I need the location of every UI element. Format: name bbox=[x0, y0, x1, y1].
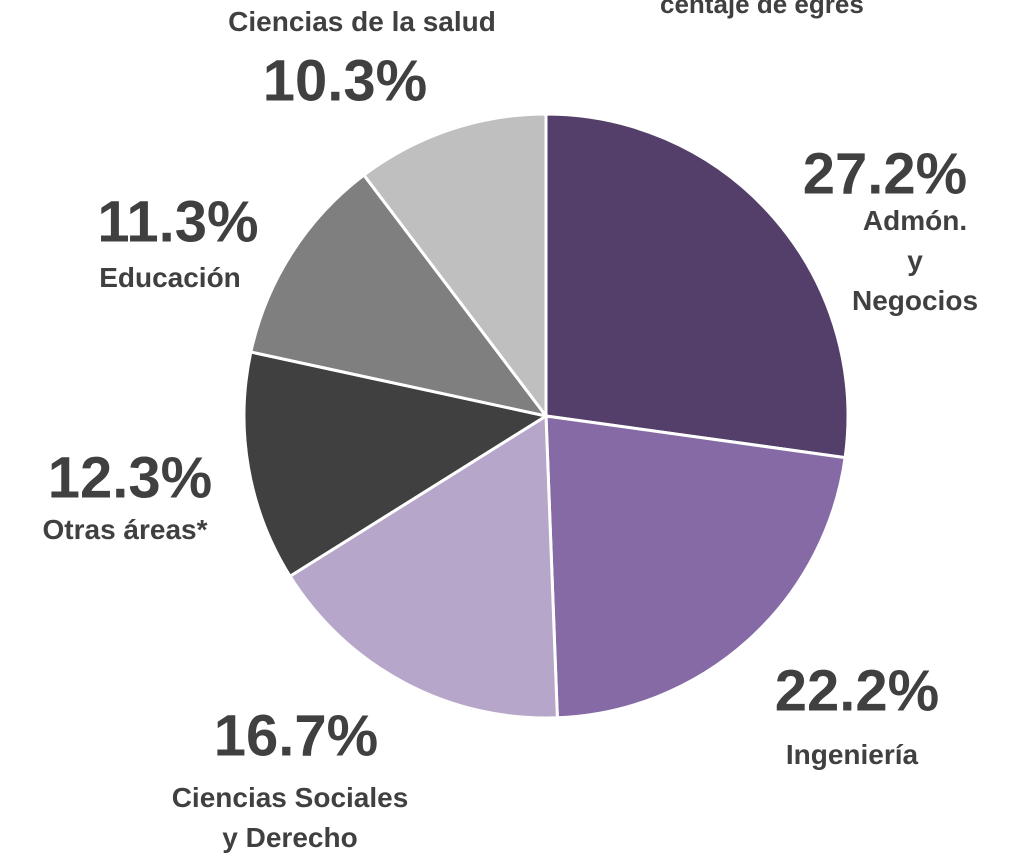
slice-label: Ciencias de la salud bbox=[228, 6, 496, 37]
pie-slice bbox=[544, 112, 850, 460]
pie-slice bbox=[287, 413, 559, 720]
pie-slice bbox=[361, 112, 548, 421]
value-label: 12.3% bbox=[48, 445, 212, 510]
value-label: 16.7% bbox=[214, 703, 378, 768]
slice-label: Ingeniería bbox=[785, 739, 919, 770]
value-label: 22.2% bbox=[775, 658, 939, 723]
value-label: 11.3% bbox=[97, 189, 258, 254]
chart-title: centaje de egres bbox=[660, 0, 864, 19]
pie-slice bbox=[544, 414, 847, 720]
pie-slice bbox=[242, 350, 550, 579]
value-label: 10.3% bbox=[263, 48, 427, 113]
value-label: 27.2% bbox=[803, 141, 967, 206]
pie-slice bbox=[249, 172, 550, 419]
slice-label: Otras áreas* bbox=[42, 514, 208, 545]
slice-label: Educación bbox=[99, 262, 241, 293]
slice-label: Ciencias Sociales y Derecho bbox=[171, 782, 409, 853]
slice-label: Admón. y Negocios bbox=[851, 205, 979, 316]
